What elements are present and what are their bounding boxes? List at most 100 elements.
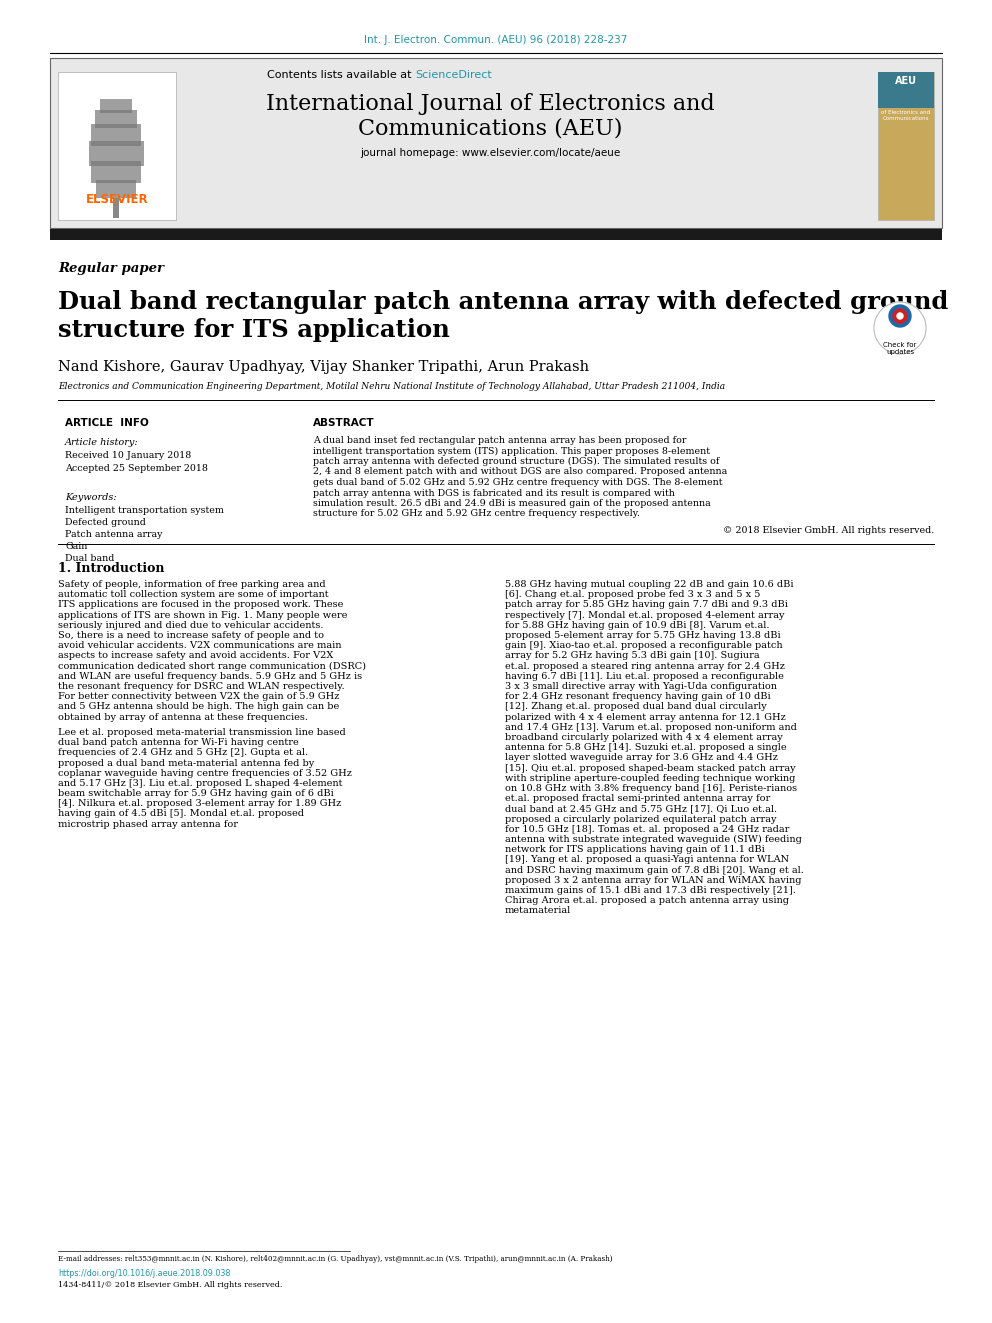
Text: metamaterial: metamaterial — [505, 906, 571, 916]
Text: https://doi.org/10.1016/j.aeue.2018.09.038: https://doi.org/10.1016/j.aeue.2018.09.0… — [58, 1269, 230, 1278]
Text: proposed 3 x 2 antenna array for WLAN and WiMAX having: proposed 3 x 2 antenna array for WLAN an… — [505, 876, 802, 885]
Text: et.al. proposed fractal semi-printed antenna array for: et.al. proposed fractal semi-printed ant… — [505, 794, 770, 803]
Text: broadband circularly polarized with 4 x 4 element array: broadband circularly polarized with 4 x … — [505, 733, 783, 742]
Text: 1. Introduction: 1. Introduction — [58, 562, 165, 576]
Text: Keywords:: Keywords: — [65, 493, 117, 501]
Text: Received 10 January 2018: Received 10 January 2018 — [65, 451, 191, 460]
Text: and 5 GHz antenna should be high. The high gain can be: and 5 GHz antenna should be high. The hi… — [58, 703, 339, 712]
Bar — [96, 180, 136, 198]
Text: Regular paper: Regular paper — [58, 262, 164, 275]
Text: Communications (AEU): Communications (AEU) — [358, 118, 622, 140]
Text: Nand Kishore, Gaurav Upadhyay, Vijay Shanker Tripathi, Arun Prakash: Nand Kishore, Gaurav Upadhyay, Vijay Sha… — [58, 360, 589, 374]
Text: proposed a dual band meta-material antenna fed by: proposed a dual band meta-material anten… — [58, 758, 314, 767]
Text: communication dedicated short range communication (DSRC): communication dedicated short range comm… — [58, 662, 366, 671]
Text: et.al. proposed a steared ring antenna array for 2.4 GHz: et.al. proposed a steared ring antenna a… — [505, 662, 785, 671]
Text: antenna with substrate integrated waveguide (SIW) feeding: antenna with substrate integrated wavegu… — [505, 835, 802, 844]
Text: microstrip phased array antenna for: microstrip phased array antenna for — [58, 820, 238, 828]
Text: intelligent transportation system (ITS) application. This paper proposes 8-eleme: intelligent transportation system (ITS) … — [313, 446, 710, 455]
Bar — [100, 99, 132, 112]
Text: gain [9]. Xiao-tao et.al. proposed a reconfigurable patch: gain [9]. Xiao-tao et.al. proposed a rec… — [505, 642, 783, 650]
Text: 3 x 3 small directive array with Yagi-Uda configuration: 3 x 3 small directive array with Yagi-Ud… — [505, 681, 777, 691]
Text: ARTICLE  INFO: ARTICLE INFO — [65, 418, 149, 429]
Text: layer slotted waveguide array for 3.6 GHz and 4.4 GHz: layer slotted waveguide array for 3.6 GH… — [505, 753, 778, 762]
Text: obtained by array of antenna at these frequencies.: obtained by array of antenna at these fr… — [58, 713, 308, 721]
Circle shape — [889, 306, 911, 327]
Bar — [50, 229, 942, 239]
Text: network for ITS applications having gain of 11.1 dBi: network for ITS applications having gain… — [505, 845, 765, 855]
Text: Int. J. Electron. Commun. (AEU) 96 (2018) 228-237: Int. J. Electron. Commun. (AEU) 96 (2018… — [364, 34, 628, 45]
Text: gets dual band of 5.02 GHz and 5.92 GHz centre frequency with DGS. The 8-element: gets dual band of 5.02 GHz and 5.92 GHz … — [313, 478, 722, 487]
Text: 1434-8411/© 2018 Elsevier GmbH. All rights reserved.: 1434-8411/© 2018 Elsevier GmbH. All righ… — [58, 1281, 283, 1289]
Text: automatic toll collection system are some of important: automatic toll collection system are som… — [58, 590, 328, 599]
Text: ScienceDirect: ScienceDirect — [415, 70, 492, 79]
Text: [19]. Yang et al. proposed a quasi-Yagi antenna for WLAN: [19]. Yang et al. proposed a quasi-Yagi … — [505, 856, 789, 864]
Text: proposed a circularly polarized equilateral patch array: proposed a circularly polarized equilate… — [505, 815, 777, 824]
Text: [12]. Zhang et.al. proposed dual band dual circularly: [12]. Zhang et.al. proposed dual band du… — [505, 703, 767, 712]
Text: Check for
updates: Check for updates — [883, 343, 917, 355]
Text: Intelligent transportation system: Intelligent transportation system — [65, 505, 224, 515]
Text: seriously injured and died due to vehicular accidents.: seriously injured and died due to vehicu… — [58, 620, 323, 630]
Bar — [89, 142, 144, 165]
Circle shape — [897, 314, 903, 319]
Text: journal homepage: www.elsevier.com/locate/aeue: journal homepage: www.elsevier.com/locat… — [360, 148, 620, 157]
Text: [6]. Chang et.al. proposed probe fed 3 x 3 and 5 x 5: [6]. Chang et.al. proposed probe fed 3 x… — [505, 590, 761, 599]
Text: So, there is a need to increase safety of people and to: So, there is a need to increase safety o… — [58, 631, 324, 640]
Bar — [878, 71, 934, 108]
Bar — [113, 198, 119, 218]
Text: ABSTRACT: ABSTRACT — [313, 418, 375, 429]
Circle shape — [893, 310, 907, 323]
Text: Lee et al. proposed meta-material transmission line based: Lee et al. proposed meta-material transm… — [58, 728, 346, 737]
Text: beam switchable array for 5.9 GHz having gain of 6 dBi: beam switchable array for 5.9 GHz having… — [58, 789, 333, 798]
Bar — [95, 110, 137, 128]
Text: respectively [7]. Mondal et.al. proposed 4-element array: respectively [7]. Mondal et.al. proposed… — [505, 611, 785, 619]
Text: [15]. Qiu et.al. proposed shaped-beam stacked patch array: [15]. Qiu et.al. proposed shaped-beam st… — [505, 763, 796, 773]
Text: Contents lists available at: Contents lists available at — [267, 70, 415, 79]
Text: structure for 5.02 GHz and 5.92 GHz centre frequency respectively.: structure for 5.02 GHz and 5.92 GHz cent… — [313, 509, 640, 519]
Bar — [58, 71, 176, 220]
Text: avoid vehicular accidents. V2X communications are main: avoid vehicular accidents. V2X communica… — [58, 642, 341, 650]
Text: antenna for 5.8 GHz [14]. Suzuki et.al. proposed a single: antenna for 5.8 GHz [14]. Suzuki et.al. … — [505, 744, 787, 753]
Bar — [878, 71, 934, 220]
Text: and DSRC having maximum gain of 7.8 dBi [20]. Wang et al.: and DSRC having maximum gain of 7.8 dBi … — [505, 865, 804, 875]
Text: [4]. Nilkura et.al. proposed 3-element array for 1.89 GHz: [4]. Nilkura et.al. proposed 3-element a… — [58, 799, 341, 808]
Text: array for 5.2 GHz having 5.3 dBi gain [10]. Sugiura: array for 5.2 GHz having 5.3 dBi gain [1… — [505, 651, 760, 660]
Text: for 10.5 GHz [18]. Tomas et. al. proposed a 24 GHz radar: for 10.5 GHz [18]. Tomas et. al. propose… — [505, 824, 790, 833]
Circle shape — [874, 302, 926, 355]
Text: A dual band inset fed rectangular patch antenna array has been proposed for: A dual band inset fed rectangular patch … — [313, 437, 686, 445]
Text: of Electronics and
Communications: of Electronics and Communications — [882, 110, 930, 120]
Text: 2, 4 and 8 element patch with and without DGS are also compared. Proposed antenn: 2, 4 and 8 element patch with and withou… — [313, 467, 727, 476]
Text: dual band at 2.45 GHz and 5.75 GHz [17]. Qi Luo et.al.: dual band at 2.45 GHz and 5.75 GHz [17].… — [505, 804, 777, 814]
Text: Safety of people, information of free parking area and: Safety of people, information of free pa… — [58, 579, 325, 589]
Bar — [91, 161, 141, 183]
Text: patch array antenna with defected ground structure (DGS). The simulated results : patch array antenna with defected ground… — [313, 456, 719, 466]
Text: applications of ITS are shown in Fig. 1. Many people were: applications of ITS are shown in Fig. 1.… — [58, 611, 347, 619]
Text: dual band patch antenna for Wi-Fi having centre: dual band patch antenna for Wi-Fi having… — [58, 738, 299, 747]
Text: polarized with 4 x 4 element array antenna for 12.1 GHz: polarized with 4 x 4 element array anten… — [505, 713, 786, 721]
Text: having 6.7 dBi [11]. Liu et.al. proposed a reconfigurable: having 6.7 dBi [11]. Liu et.al. proposed… — [505, 672, 784, 681]
Text: maximum gains of 15.1 dBi and 17.3 dBi respectively [21].: maximum gains of 15.1 dBi and 17.3 dBi r… — [505, 886, 796, 894]
Text: and WLAN are useful frequency bands. 5.9 GHz and 5 GHz is: and WLAN are useful frequency bands. 5.9… — [58, 672, 362, 681]
Text: Defected ground: Defected ground — [65, 519, 146, 527]
Text: proposed 5-element array for 5.75 GHz having 13.8 dBi: proposed 5-element array for 5.75 GHz ha… — [505, 631, 781, 640]
Bar — [50, 58, 942, 228]
Text: and 5.17 GHz [3]. Liu et.al. proposed L shaped 4-element: and 5.17 GHz [3]. Liu et.al. proposed L … — [58, 779, 342, 789]
Text: Article history:: Article history: — [65, 438, 139, 447]
Text: on 10.8 GHz with 3.8% frequency band [16]. Periste-rianos: on 10.8 GHz with 3.8% frequency band [16… — [505, 785, 798, 792]
Text: simulation result. 26.5 dBi and 24.9 dBi is measured gain of the proposed antenn: simulation result. 26.5 dBi and 24.9 dBi… — [313, 499, 710, 508]
Text: International Journal of Electronics and: International Journal of Electronics and — [266, 93, 714, 115]
Text: Chirag Arora et.al. proposed a patch antenna array using: Chirag Arora et.al. proposed a patch ant… — [505, 896, 789, 905]
Text: the resonant frequency for DSRC and WLAN respectively.: the resonant frequency for DSRC and WLAN… — [58, 681, 344, 691]
Text: patch array for 5.85 GHz having gain 7.7 dBi and 9.3 dBi: patch array for 5.85 GHz having gain 7.7… — [505, 601, 788, 610]
Text: with stripline aperture-coupled feeding technique working: with stripline aperture-coupled feeding … — [505, 774, 796, 783]
Text: Electronics and Communication Engineering Department, Motilal Nehru National Ins: Electronics and Communication Engineerin… — [58, 382, 725, 392]
Text: and 17.4 GHz [13]. Varum et.al. proposed non-uniform and: and 17.4 GHz [13]. Varum et.al. proposed… — [505, 722, 797, 732]
Text: Accepted 25 September 2018: Accepted 25 September 2018 — [65, 464, 208, 474]
Text: 5.88 GHz having mutual coupling 22 dB and gain 10.6 dBi: 5.88 GHz having mutual coupling 22 dB an… — [505, 579, 794, 589]
Text: coplanar waveguide having centre frequencies of 3.52 GHz: coplanar waveguide having centre frequen… — [58, 769, 352, 778]
Text: AEU: AEU — [895, 75, 917, 86]
Text: aspects to increase safety and avoid accidents. For V2X: aspects to increase safety and avoid acc… — [58, 651, 333, 660]
Text: frequencies of 2.4 GHz and 5 GHz [2]. Gupta et al.: frequencies of 2.4 GHz and 5 GHz [2]. Gu… — [58, 749, 309, 757]
Text: patch array antenna with DGS is fabricated and its result is compared with: patch array antenna with DGS is fabricat… — [313, 488, 675, 497]
Bar — [91, 124, 141, 146]
Text: © 2018 Elsevier GmbH. All rights reserved.: © 2018 Elsevier GmbH. All rights reserve… — [723, 527, 934, 534]
